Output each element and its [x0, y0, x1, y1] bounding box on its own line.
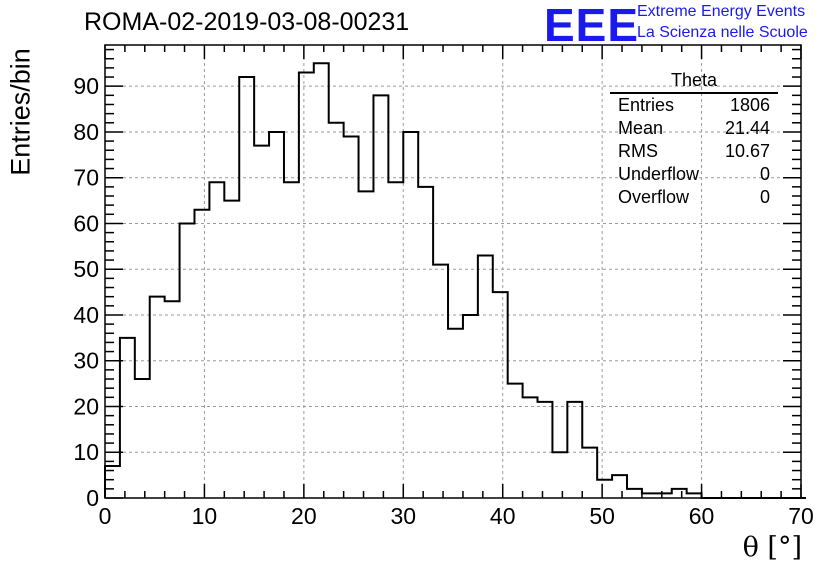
- grid-lines: [105, 45, 801, 498]
- y-tick-label: 70: [73, 165, 99, 191]
- y-tick-label: 80: [73, 119, 99, 145]
- stats-value: 0: [759, 187, 770, 207]
- y-tick-label: 10: [73, 439, 99, 465]
- axis-ticks: [104, 45, 802, 499]
- eee-logo: EEE: [544, 0, 640, 51]
- logo-caption-line1: Extreme Energy Events: [637, 3, 806, 20]
- y-tick-label: 30: [73, 348, 99, 374]
- x-tick-label: 40: [490, 503, 516, 529]
- run-title: ROMA-02-2019-03-08-00231: [84, 8, 410, 36]
- x-tick-label: 50: [589, 503, 615, 529]
- plot-frame: [104, 44, 802, 499]
- stats-row-mean: Mean 21.44: [610, 117, 778, 140]
- stats-title: Theta: [610, 70, 778, 94]
- y-tick-label: 60: [73, 210, 99, 236]
- stats-row-entries: Entries 1806: [610, 94, 778, 117]
- y-tick-label: 90: [73, 73, 99, 99]
- x-tick-label: 0: [99, 503, 112, 529]
- x-tick-label: 20: [291, 503, 317, 529]
- stats-value: 1806: [729, 95, 770, 115]
- y-axis-label: Entries/bin: [5, 48, 36, 176]
- stats-box: Theta Entries 1806 Mean 21.44 RMS 10.67 …: [610, 70, 778, 209]
- x-tick-label: 10: [192, 503, 218, 529]
- stats-label: Overflow: [618, 187, 690, 207]
- stats-label: RMS: [618, 141, 658, 161]
- axis-tick-labels: 0 10 20 30 40 50 60 70 0 10 20 30 40 50 60 70 80 90: [73, 73, 813, 529]
- histogram-series-theta: [104, 62, 806, 499]
- x-tick-label: 30: [390, 503, 416, 529]
- stats-value: 21.44: [724, 118, 770, 138]
- x-tick-label: 60: [689, 503, 715, 529]
- stats-value: 10.67: [724, 141, 770, 161]
- stats-row-underflow: Underflow 0: [610, 163, 778, 186]
- x-tick-label: 70: [788, 503, 814, 529]
- x-axis-label: θ [°]: [742, 532, 802, 563]
- stats-label: Mean: [618, 118, 664, 138]
- y-tick-label: 20: [73, 393, 99, 419]
- stats-row-overflow: Overflow 0: [610, 186, 778, 209]
- stats-value: 0: [759, 164, 770, 184]
- y-tick-label: 50: [73, 256, 99, 282]
- y-tick-label: 0: [86, 485, 99, 511]
- y-tick-label: 40: [73, 302, 99, 328]
- stats-row-rms: RMS 10.67: [610, 140, 778, 163]
- stats-label: Entries: [618, 95, 675, 115]
- logo-caption-line2: La Scienza nelle Scuole: [637, 24, 808, 41]
- stats-label: Underflow: [618, 164, 700, 184]
